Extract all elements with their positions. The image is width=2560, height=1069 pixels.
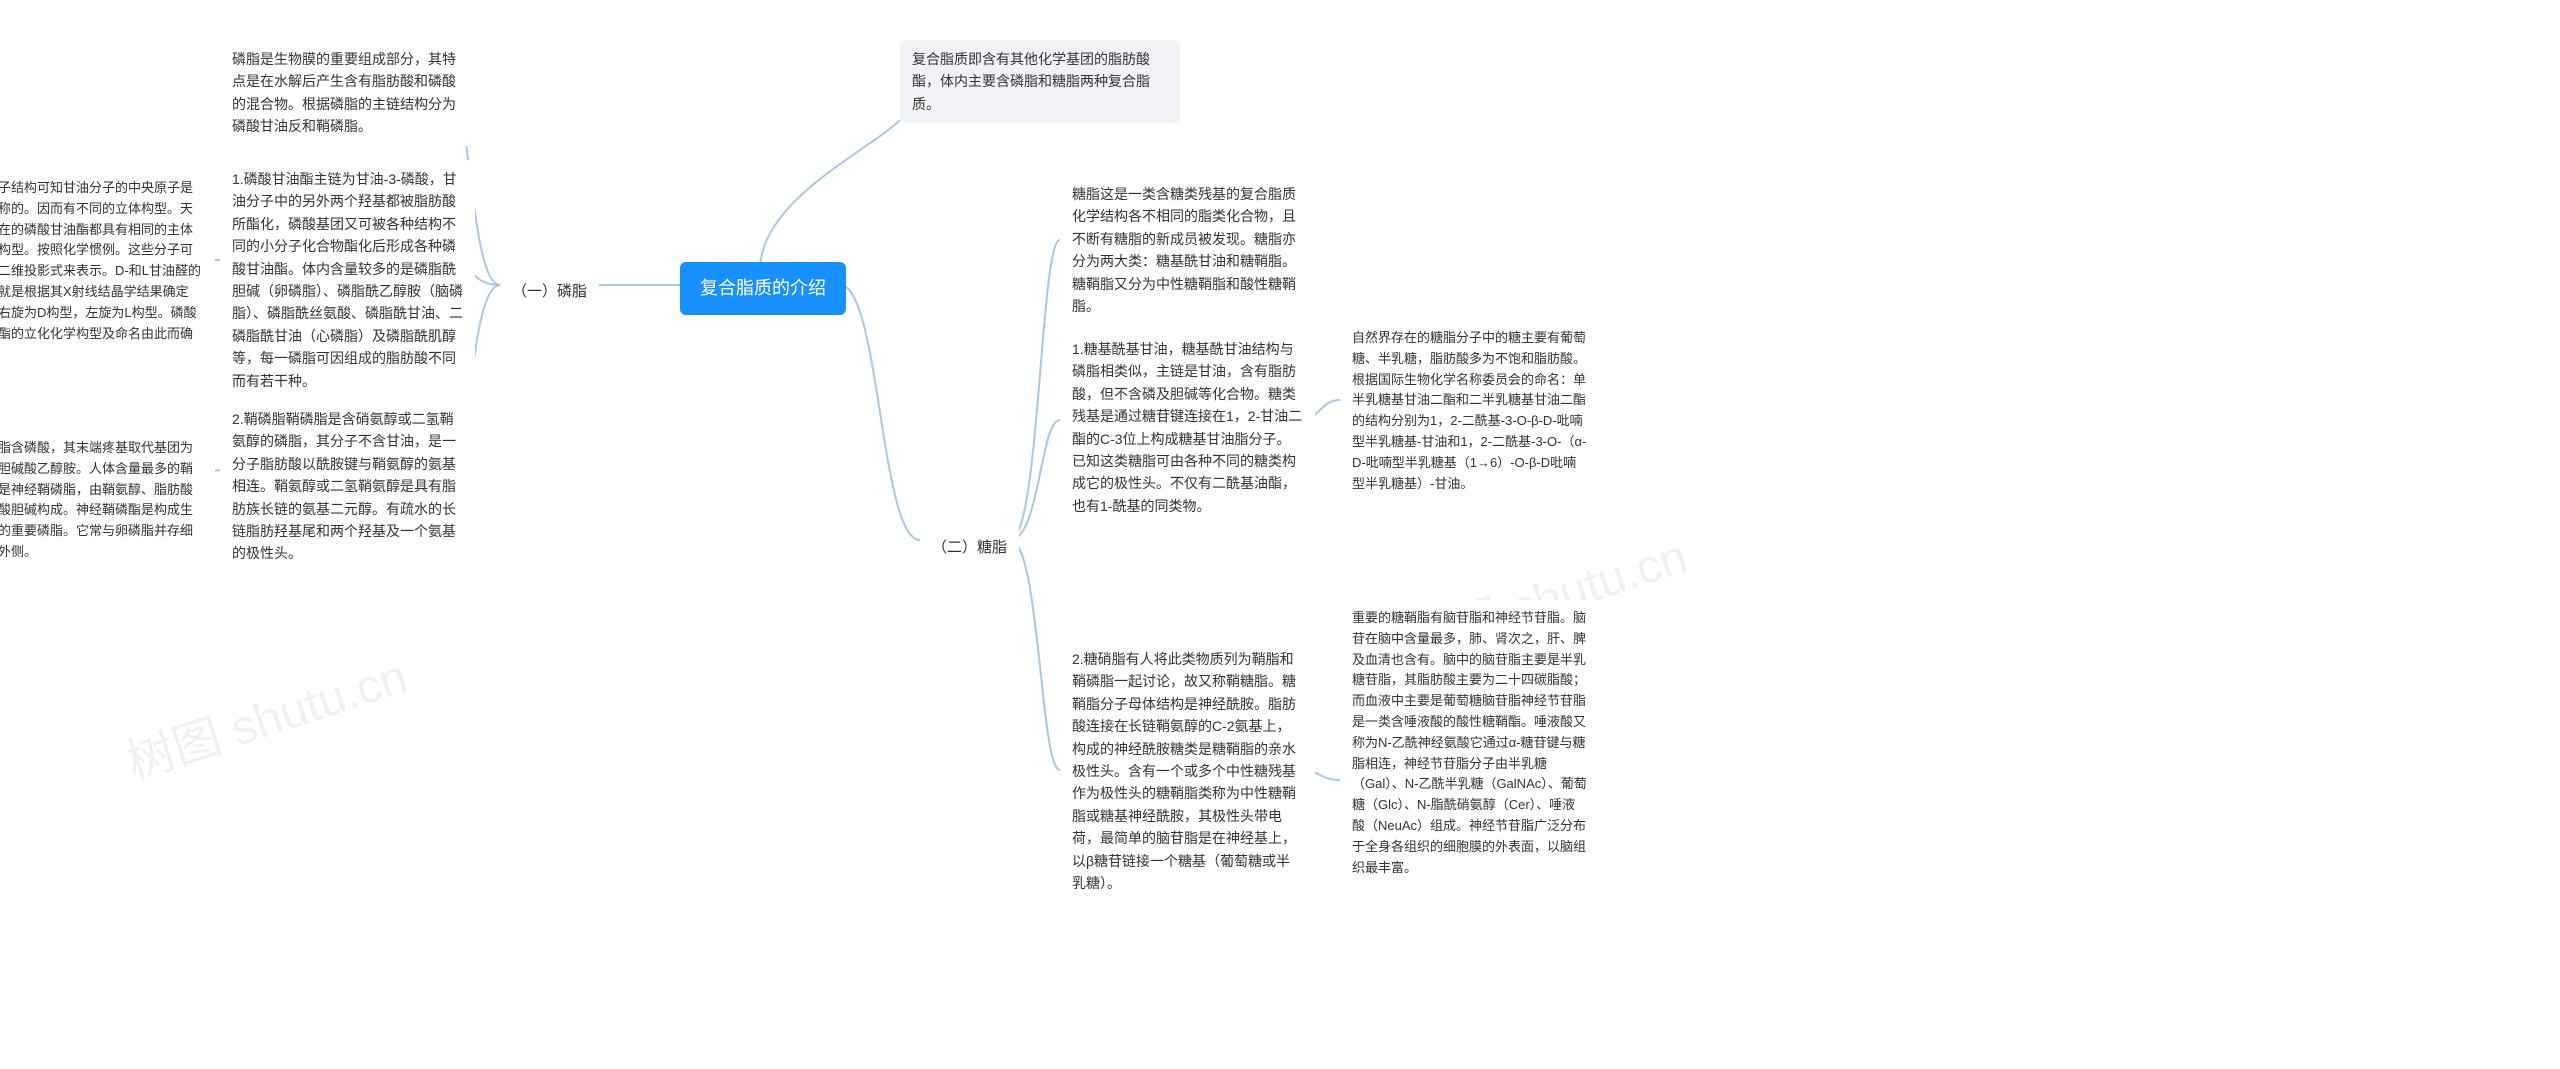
left-title: （一）磷脂 [500,272,599,312]
left-item1: 1.磷酸甘油酯主链为甘油-3-磷酸，甘油分子中的另外两个羟基都被脂肪酸所酯化，磷… [220,160,475,400]
left-item2: 2.鞘磷脂鞘磷脂是含硝氨醇或二氢鞘氨醇的磷脂，其分子不含甘油，是一分子脂肪酸以酰… [220,400,475,573]
watermark: 树图 shutu.cn [116,637,414,793]
right-item1: 1.糖基酰基甘油，糖基酰甘油结构与磷脂相类似，主链是甘油，含有脂肪酸，但不含磷及… [1060,330,1315,525]
right-title: （二）糖脂 [920,528,1019,568]
intro-node: 复合脂质即含有其他化学基团的脂肪酸酯，体内主要含磷脂和糖脂两种复合脂质。 [900,40,1180,123]
right-intro: 糖脂这是一类含糖类残基的复合脂质化学结构各不相同的脂类化合物，且不断有糖脂的新成… [1060,175,1315,325]
left-intro: 磷脂是生物膜的重要组成部分，其特点是在水解后产生含有脂肪酸和磷酸的混合物。根据磷… [220,40,475,146]
root-node: 复合脂质的介绍 [680,262,846,315]
left-item2-note: 鞘磷脂含磷酸，其末端疼基取代基团为磷酸胆碱酸乙醇胺。人体含量最多的鞘磷脂是神经鞘… [0,430,215,571]
left-item1-note: 从分子结构可知甘油分子的中央原子是不对称的。因而有不同的立体构型。天然存在的磷酸… [0,170,215,373]
right-item1-note: 自然界存在的糖脂分子中的糖主要有葡萄糖、半乳糖，脂肪酸多为不饱和脂肪酸。根据国际… [1340,320,1600,502]
right-item2-note: 重要的糖鞘脂有脑苷脂和神经节苷脂。脑苷在脑中含量最多，肺、肾次之，肝、脾及血清也… [1340,600,1600,886]
right-item2: 2.糖硝脂有人将此类物质列为鞘脂和鞘磷脂一起讨论，故又称鞘糖脂。糖鞘脂分子母体结… [1060,640,1315,902]
